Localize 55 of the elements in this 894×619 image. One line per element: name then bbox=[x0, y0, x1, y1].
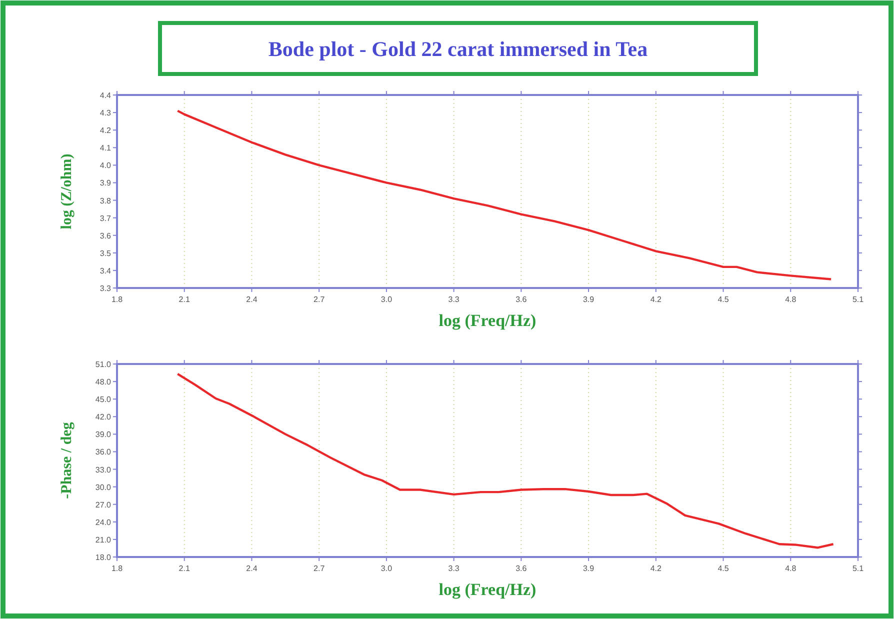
x-tick-label: 4.2 bbox=[650, 295, 662, 304]
y-tick-label: 4.0 bbox=[100, 161, 112, 170]
x-tick-label: 1.8 bbox=[111, 295, 124, 304]
y-axis-title: -Phase / deg bbox=[59, 422, 75, 499]
x-tick-label: 3.0 bbox=[380, 295, 393, 304]
x-tick-label: 4.2 bbox=[650, 564, 662, 573]
x-tick-label: 3.0 bbox=[380, 564, 393, 573]
y-tick-label: 3.4 bbox=[100, 266, 112, 276]
y-tick-label: 48.0 bbox=[95, 378, 112, 387]
y-tick-label: 3.7 bbox=[100, 214, 112, 223]
x-tick-label: 5.1 bbox=[852, 564, 864, 573]
x-tick-label: 2.1 bbox=[178, 295, 190, 304]
x-tick-label: 3.6 bbox=[516, 295, 528, 304]
y-tick-label: 3.6 bbox=[100, 231, 112, 240]
x-tick-label: 3.3 bbox=[448, 564, 460, 573]
y-tick-label: 4.2 bbox=[100, 126, 112, 136]
y-tick-label: 3.5 bbox=[100, 248, 112, 258]
y-tick-label: 4.4 bbox=[100, 91, 112, 100]
x-tick-label: 5.1 bbox=[852, 295, 864, 304]
y-tick-label: 3.9 bbox=[100, 178, 112, 188]
y-tick-label: 3.8 bbox=[100, 196, 112, 206]
y-tick-label: 33.0 bbox=[95, 465, 112, 474]
x-tick-label: 4.5 bbox=[718, 564, 730, 573]
line-series bbox=[176, 110, 832, 280]
x-tick-label: 2.1 bbox=[178, 564, 190, 573]
x-tick-label: 4.5 bbox=[718, 295, 730, 304]
y-tick-label: 51.0 bbox=[95, 360, 112, 369]
line-series bbox=[176, 372, 834, 549]
x-tick-label: 4.8 bbox=[785, 295, 797, 304]
x-tick-label: 4.8 bbox=[785, 564, 797, 573]
y-tick-label: 4.3 bbox=[100, 108, 112, 118]
y-tick-label: 45.0 bbox=[95, 395, 112, 404]
y-axis-title: log (Z/ohm) bbox=[59, 154, 75, 230]
x-tick-label: 3.3 bbox=[448, 295, 460, 304]
x-axis-title: log (Freq/Hz) bbox=[438, 580, 536, 599]
y-tick-label: 24.0 bbox=[95, 518, 112, 527]
x-tick-label: 1.8 bbox=[111, 564, 124, 573]
x-tick-label: 2.7 bbox=[314, 564, 326, 573]
x-tick-label: 2.4 bbox=[246, 564, 258, 573]
chart-title: Bode plot - Gold 22 carat immersed in Tea bbox=[268, 37, 648, 61]
y-tick-label: 39.0 bbox=[95, 430, 112, 440]
y-tick-label: 36.0 bbox=[95, 448, 112, 457]
x-tick-label: 3.6 bbox=[516, 564, 528, 573]
y-tick-label: 4.1 bbox=[100, 144, 112, 153]
x-tick-label: 2.7 bbox=[314, 295, 326, 304]
y-tick-label: 18.0 bbox=[95, 553, 112, 562]
y-tick-label: 42.0 bbox=[95, 412, 112, 422]
y-tick-label: 30.0 bbox=[95, 482, 112, 492]
x-axis-title: log (Freq/Hz) bbox=[438, 311, 536, 330]
y-tick-label: 3.3 bbox=[100, 284, 112, 293]
y-tick-label: 27.0 bbox=[95, 500, 112, 510]
x-tick-label: 3.9 bbox=[582, 564, 595, 573]
x-tick-label: 3.9 bbox=[582, 295, 595, 304]
x-tick-label: 2.4 bbox=[246, 295, 258, 304]
y-tick-label: 21.0 bbox=[95, 535, 112, 544]
